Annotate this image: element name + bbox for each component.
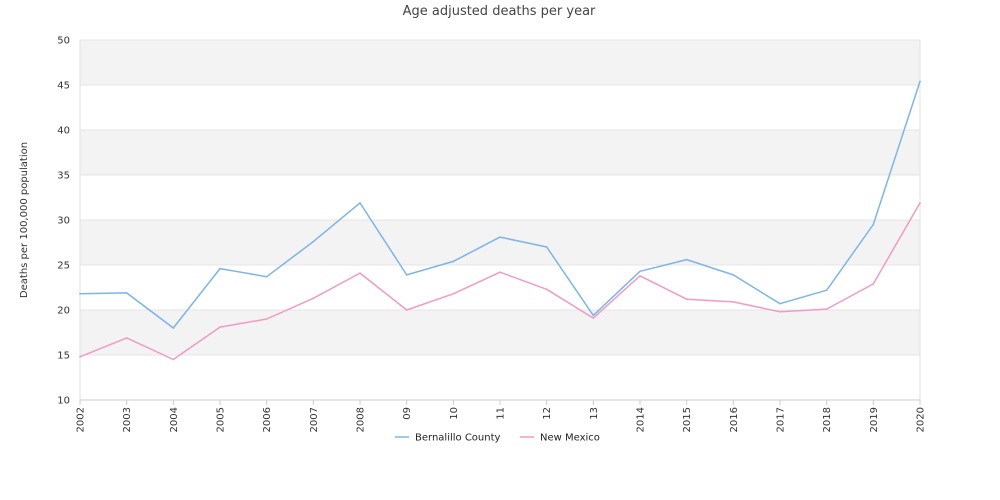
x-tick-label: 2007 xyxy=(309,407,320,432)
series-group xyxy=(79,80,921,361)
grid-band xyxy=(80,220,920,265)
y-tick-label: 30 xyxy=(57,216,70,227)
y-tick-label: 50 xyxy=(57,36,70,47)
legend-item-bernalillo-county[interactable]: Bernalillo County xyxy=(395,433,501,444)
grid-band xyxy=(80,310,920,355)
data-point xyxy=(825,308,828,310)
data-point xyxy=(685,258,688,261)
x-tick-label: 10 xyxy=(449,407,460,420)
data-point xyxy=(592,317,595,319)
x-tick-label: 2018 xyxy=(822,407,833,432)
data-point xyxy=(79,356,81,358)
data-point xyxy=(359,202,361,204)
legend-item-new-mexico[interactable]: New Mexico xyxy=(520,433,600,444)
y-axis-label: Deaths per 100,000 population xyxy=(19,142,30,298)
data-point xyxy=(452,293,455,295)
data-point xyxy=(219,326,221,328)
data-point xyxy=(732,274,735,276)
grid-band xyxy=(80,175,920,220)
data-point xyxy=(452,260,455,263)
data-point xyxy=(125,337,128,339)
grid-band xyxy=(80,130,920,175)
data-point xyxy=(639,270,641,273)
y-tick-label: 40 xyxy=(57,126,70,137)
x-axis: 2002 2003 2004 2005 2006 2007 2008 09 10 11 12 13 20… xyxy=(76,399,927,432)
data-point xyxy=(265,275,268,278)
data-point xyxy=(545,246,548,248)
x-tick-label: 2006 xyxy=(262,407,273,432)
data-point xyxy=(592,314,595,317)
grid-band xyxy=(80,85,920,130)
data-point xyxy=(545,288,548,291)
grid-band xyxy=(80,355,920,400)
x-tick-label: 2014 xyxy=(636,407,647,432)
data-point xyxy=(125,292,128,294)
legend-label: Bernalillo County xyxy=(415,433,501,444)
x-tick-label: 2004 xyxy=(169,407,180,432)
legend-label: New Mexico xyxy=(540,433,600,444)
data-point xyxy=(359,272,361,274)
x-tick-label: 2019 xyxy=(869,407,880,432)
y-tick-label: 20 xyxy=(57,306,70,317)
data-point xyxy=(172,327,175,329)
grid-band xyxy=(80,40,920,85)
data-point xyxy=(919,202,921,204)
x-tick-label: 12 xyxy=(542,407,553,420)
data-point xyxy=(79,293,81,295)
data-point xyxy=(825,289,828,292)
grid-bands xyxy=(80,40,920,400)
data-point xyxy=(499,236,501,238)
x-tick-label: 11 xyxy=(496,407,507,420)
x-tick-label: 2003 xyxy=(122,407,133,432)
data-point xyxy=(405,309,408,311)
y-tick-label: 35 xyxy=(57,171,70,182)
data-point xyxy=(219,267,221,270)
chart-title: Age adjusted deaths per year xyxy=(403,4,596,19)
data-point xyxy=(499,271,501,274)
data-point xyxy=(312,240,315,243)
y-tick-label: 15 xyxy=(57,351,70,362)
x-tick-label: 2008 xyxy=(356,407,367,432)
data-point xyxy=(872,283,875,285)
y-tick-label: 10 xyxy=(57,396,70,407)
y-tick-label: 25 xyxy=(57,261,70,272)
data-point xyxy=(919,80,921,83)
x-tick-label: 2020 xyxy=(916,407,927,432)
data-point xyxy=(265,318,268,320)
y-axis: 10 15 20 25 30 35 40 45 50 xyxy=(57,36,70,407)
data-point xyxy=(872,223,875,226)
data-point xyxy=(779,302,781,305)
x-tick-label: 2005 xyxy=(216,407,227,432)
data-point xyxy=(405,274,408,276)
x-tick-label: 2002 xyxy=(76,407,87,432)
x-tick-label: 09 xyxy=(402,407,413,420)
data-point xyxy=(732,301,735,303)
data-point xyxy=(779,311,781,313)
x-tick-label: 2015 xyxy=(682,407,693,432)
data-point xyxy=(639,275,641,277)
legend[interactable]: Bernalillo County New Mexico xyxy=(395,433,600,444)
data-point xyxy=(312,297,315,300)
data-point xyxy=(685,298,688,301)
data-point xyxy=(172,358,175,361)
x-tick-label: 13 xyxy=(589,407,600,420)
x-tick-label: 2016 xyxy=(729,407,740,432)
x-tick-label: 2017 xyxy=(776,407,787,432)
y-tick-label: 45 xyxy=(57,81,70,92)
